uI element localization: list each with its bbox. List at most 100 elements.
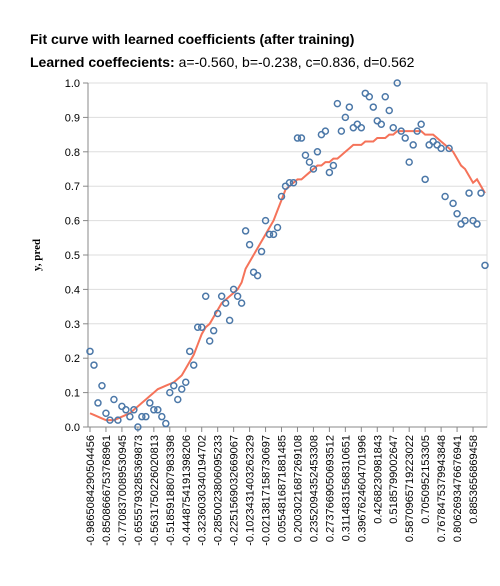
x-tick-label: 0.4268230981843: [372, 435, 384, 524]
data-point: [265, 230, 274, 239]
data-point: [162, 419, 170, 428]
data-point: [369, 103, 378, 111]
data-point: [150, 406, 158, 414]
data-point: [381, 93, 390, 101]
data-point: [233, 292, 242, 301]
data-point: [217, 292, 226, 301]
x-tick-label: 0.5185799002647: [388, 435, 400, 524]
y-tick-label: 0.7: [65, 181, 80, 193]
x-tick-label: 0.5870965719223022: [404, 435, 416, 542]
y-tick-label: 0.1: [65, 388, 80, 400]
data-point: [441, 192, 449, 201]
data-point: [221, 299, 230, 307]
data-point: [205, 337, 214, 345]
data-point: [365, 93, 374, 101]
data-point: [209, 326, 218, 335]
data-point: [329, 161, 338, 170]
x-tick-label: -0.4448754191398206: [181, 435, 193, 546]
data-point: [110, 395, 118, 404]
subtitle-value: a=-0.560, b=-0.238, c=0.836, d=0.562: [179, 54, 415, 70]
x-tick-label: 0.8853656869458: [468, 435, 480, 524]
data-point: [341, 113, 350, 122]
data-point: [301, 151, 310, 159]
data-point: [142, 412, 150, 421]
y-tick-label: 0.0: [65, 422, 80, 434]
x-tick-label: -0.6555793285369873: [133, 435, 145, 546]
data-point: [409, 141, 417, 149]
data-point: [401, 134, 409, 142]
data-point: [293, 134, 302, 142]
chart-subtitle: Learned coeffecients: a=-0.560, b=-0.238…: [30, 54, 415, 70]
y-tick-label: 0.5: [65, 250, 80, 262]
data-point: [245, 240, 254, 249]
data-point: [417, 120, 425, 129]
data-point: [453, 209, 461, 218]
data-point: [285, 179, 294, 187]
x-tick-label: 0.3114831568310651: [340, 435, 352, 541]
subtitle-label: Learned coeffecients:: [30, 54, 175, 70]
data-point: [253, 271, 262, 280]
data-point: [269, 230, 278, 239]
x-tick-label: -0.9865084290504456: [85, 435, 97, 546]
data-point: [421, 175, 429, 184]
y-axis-label: y, pred: [31, 239, 43, 271]
data-point: [377, 120, 386, 129]
data-point: [397, 127, 405, 135]
data-point: [122, 406, 130, 414]
data-point: [277, 192, 286, 201]
data-point: [477, 189, 485, 197]
data-point: [273, 223, 282, 232]
data-point: [385, 106, 393, 115]
data-point: [237, 299, 246, 307]
chart-title: Fit curve with learned coefficients (aft…: [30, 31, 354, 47]
data-point: [297, 134, 306, 142]
data-point: [189, 361, 198, 369]
data-point: [481, 261, 489, 270]
data-point: [158, 412, 166, 421]
x-tick-label: -0.0213817158730697: [261, 435, 273, 546]
data-point: [182, 378, 190, 387]
data-point: [313, 148, 322, 156]
x-tick-label: 0.2352094352453308: [308, 435, 320, 542]
data-point: [309, 165, 318, 173]
data-point: [389, 123, 397, 132]
x-tick-label: 0.2737669050693512: [324, 435, 336, 542]
x-tick-label: 0.0554816871881485: [277, 435, 289, 542]
data-point: [94, 399, 102, 407]
y-tick-label: 1.0: [65, 78, 80, 90]
data-point: [106, 416, 114, 424]
x-tick-label: -0.3236030340194702: [197, 435, 209, 546]
x-tick-label: -0.2251569032669067: [229, 435, 241, 546]
data-point: [261, 216, 270, 225]
x-tick-label: -0.5185918807983398: [165, 435, 177, 546]
data-point: [102, 409, 110, 417]
y-tick-label: 0.3: [65, 319, 80, 331]
x-tick-label: -0.8508666753768961: [101, 435, 113, 546]
data-point: [229, 285, 238, 294]
x-tick-label: -0.2850023806095233: [213, 435, 225, 546]
data-point: [90, 361, 98, 369]
data-point: [305, 158, 314, 166]
data-point: [114, 416, 122, 424]
data-point: [130, 406, 138, 414]
data-point: [333, 99, 342, 108]
data-point: [166, 388, 174, 397]
data-point: [201, 292, 210, 301]
data-point: [213, 309, 222, 318]
data-point: [126, 412, 134, 421]
y-tick-label: 0.4: [65, 284, 80, 296]
data-point: [241, 227, 250, 235]
data-point: [461, 216, 469, 225]
data-point: [473, 220, 481, 228]
data-point: [325, 168, 334, 177]
data-point: [185, 347, 194, 356]
x-tick-label: 0.3967624604701996: [356, 435, 368, 542]
y-tick-label: 0.6: [65, 216, 80, 228]
x-tick-label: 0.8062693476676941: [452, 435, 464, 542]
data-point: [345, 103, 354, 111]
data-point: [98, 381, 106, 390]
data-point: [154, 406, 162, 414]
data-point: [225, 316, 234, 325]
data-point: [134, 423, 142, 431]
